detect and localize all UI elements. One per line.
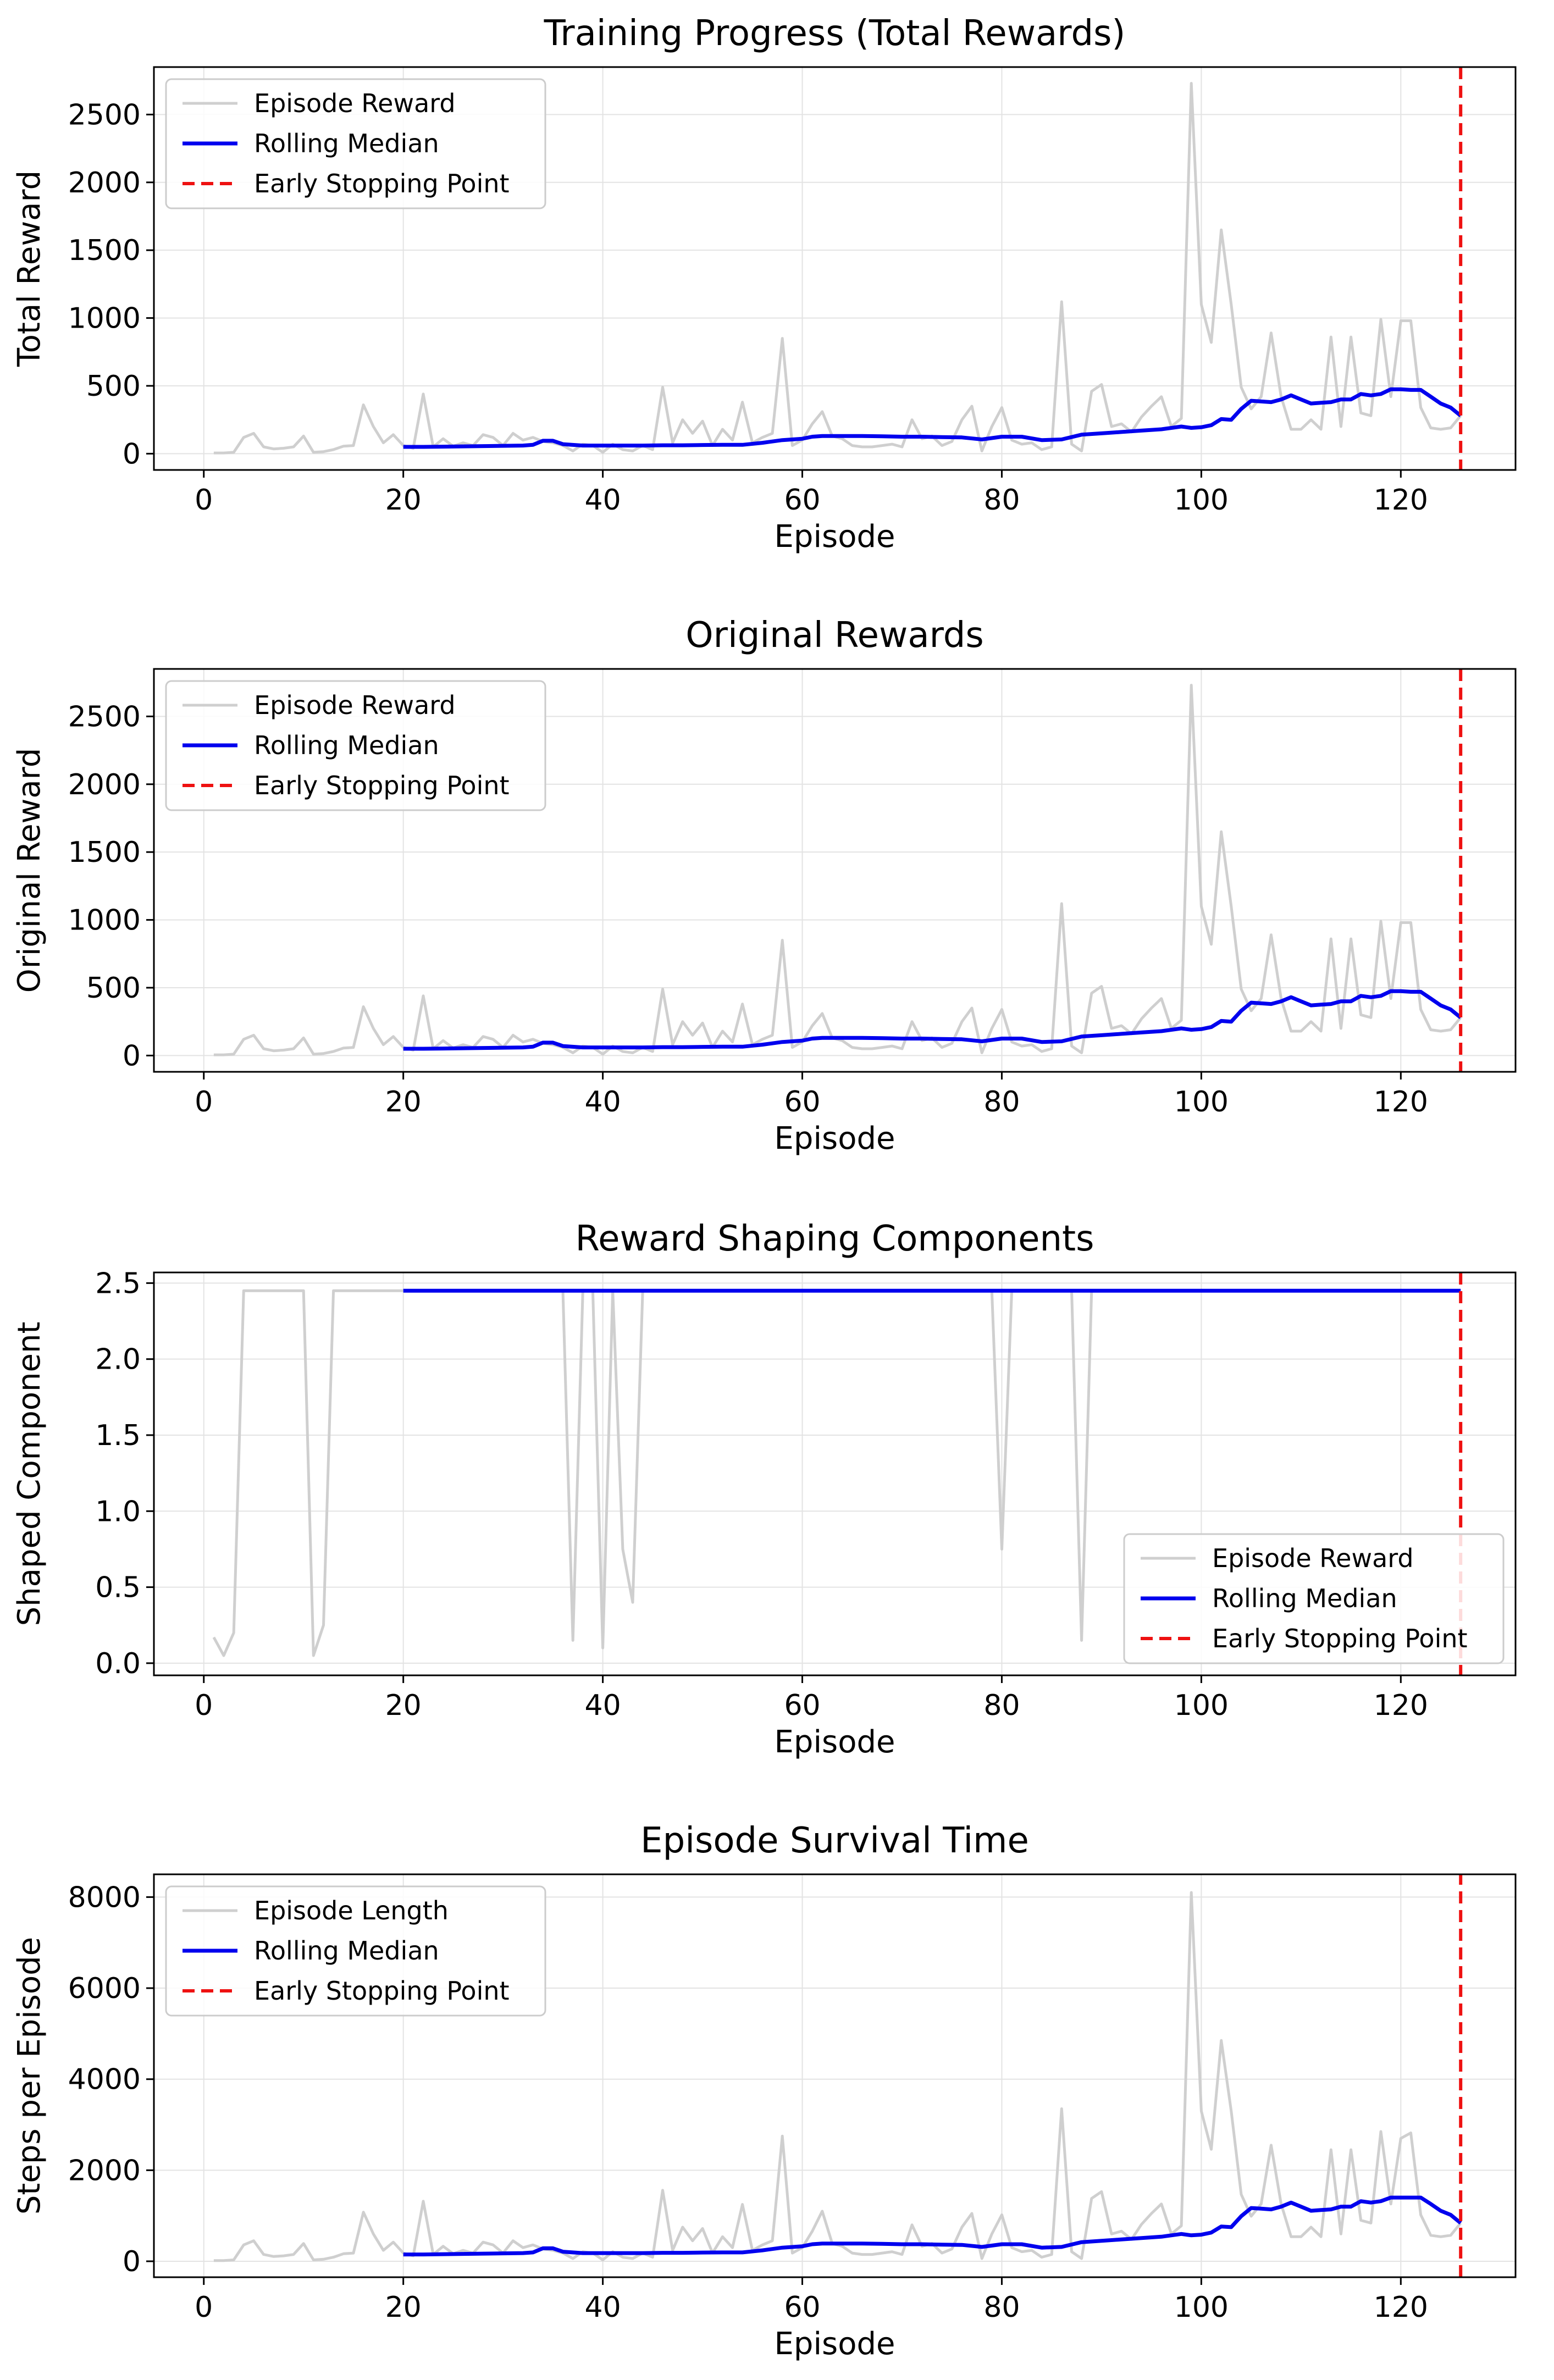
- y-tick-label: 2000: [68, 768, 141, 801]
- x-tick-label: 80: [983, 2291, 1020, 2324]
- legend-label: Early Stopping Point: [254, 771, 510, 800]
- chart-panel-1: 0 20 40 60 80 100 120 0 500 1000 1500 2000 2500 Train…: [12, 13, 1517, 555]
- y-tick-label: 0.0: [95, 1647, 141, 1680]
- y-axis-label: Steps per Episode: [12, 1937, 47, 2215]
- y-tick-label: 1.5: [95, 1419, 141, 1452]
- chart-title: Original Rewards: [685, 615, 983, 656]
- x-tick-label: 120: [1374, 1086, 1428, 1119]
- y-tick-label: 2.5: [95, 1267, 141, 1300]
- series-group: [213, 82, 1462, 455]
- y-tick-label: 500: [86, 972, 141, 1005]
- chart-title: Training Progress (Total Rewards): [544, 13, 1126, 54]
- x-tick-label: 80: [983, 484, 1020, 517]
- x-tick-label: 100: [1174, 2291, 1229, 2324]
- y-tick-label: 0: [123, 2245, 141, 2278]
- legend: Episode Length Rolling Median Early Stoppi…: [165, 1885, 546, 2017]
- chart-panel-4: 0 20 40 60 80 100 120 0 2000 4000 6000 8000 Episode …: [12, 1820, 1517, 2362]
- y-tick-label: 500: [86, 370, 141, 403]
- y-tick-label: 4000: [68, 2063, 141, 2096]
- x-tick-label: 120: [1374, 484, 1428, 517]
- legend-label: Early Stopping Point: [254, 169, 510, 198]
- y-axis-label: Total Reward: [12, 170, 47, 367]
- x-tick-label: 60: [784, 2291, 820, 2324]
- x-tick-label: 20: [385, 1689, 422, 1722]
- legend-label: Episode Reward: [1212, 1543, 1414, 1573]
- y-tick-label: 2000: [68, 167, 141, 200]
- x-tick-label: 120: [1374, 2291, 1428, 2324]
- x-tick-label: 100: [1174, 484, 1229, 517]
- y-axis-label: Shaped Component: [12, 1322, 47, 1626]
- series-group: [212, 1288, 1461, 1657]
- x-tick-label: 40: [585, 484, 621, 517]
- legend-label: Rolling Median: [254, 1936, 439, 1966]
- rolling-median-line: [403, 2195, 1462, 2257]
- legend: Episode Reward Rolling Median Early Stoppi…: [1123, 1533, 1505, 1664]
- x-tick-label: 80: [983, 1086, 1020, 1119]
- legend-label: Early Stopping Point: [1212, 1624, 1468, 1653]
- x-tick-label: 60: [784, 484, 820, 517]
- y-tick-label: 6000: [68, 1972, 141, 2005]
- chart-panel-3: 0 20 40 60 80 100 120 0.0 0.5 1.0 1.5 2.0 2.5 Reward …: [12, 1219, 1517, 1760]
- y-tick-label: 2500: [68, 700, 141, 733]
- legend-label: Episode Reward: [254, 690, 456, 720]
- legend-box: [165, 680, 546, 811]
- legend: Episode Reward Rolling Median Early Stoppi…: [165, 680, 546, 811]
- legend-box: [165, 78, 546, 209]
- axes-frame: [153, 66, 1517, 471]
- x-tick-label: 0: [195, 1689, 213, 1722]
- chart-panel-2: 0 20 40 60 80 100 120 0 500 1000 1500 2000 2500 Origi…: [12, 615, 1517, 1156]
- legend-label: Rolling Median: [1212, 1584, 1397, 1613]
- legend-label: Rolling Median: [254, 730, 439, 760]
- y-tick-label: 2.0: [95, 1343, 141, 1376]
- x-tick-label: 0: [195, 2291, 213, 2324]
- series-group: [213, 684, 1462, 1056]
- axes-frame: [153, 1271, 1517, 1676]
- x-tick-label: 100: [1174, 1689, 1229, 1722]
- y-tick-label: 0: [123, 438, 141, 471]
- y-tick-label: 1000: [68, 302, 141, 335]
- y-tick-label: 0.5: [95, 1571, 141, 1604]
- legend: Episode Reward Rolling Median Early Stoppi…: [165, 78, 546, 209]
- x-tick-label: 40: [585, 1689, 621, 1722]
- x-tick-label: 60: [784, 1689, 820, 1722]
- legend-label: Rolling Median: [254, 129, 439, 158]
- y-tick-label: 1000: [68, 904, 141, 937]
- x-tick-label: 20: [385, 484, 422, 517]
- rolling-median-line: [403, 387, 1462, 449]
- x-axis-label: Episode: [775, 1121, 895, 1156]
- x-tick-label: 40: [585, 2291, 621, 2324]
- y-tick-label: 1.0: [95, 1495, 141, 1528]
- x-axis-label: Episode: [775, 1724, 895, 1760]
- legend-box: [1123, 1533, 1505, 1664]
- legend-label: Early Stopping Point: [254, 1976, 510, 2006]
- x-tick-label: 60: [784, 1086, 820, 1119]
- x-tick-label: 0: [195, 1086, 213, 1119]
- chart-title: Episode Survival Time: [640, 1820, 1029, 1861]
- chart-title: Reward Shaping Components: [576, 1219, 1094, 1259]
- y-axis-label: Original Reward: [12, 748, 47, 993]
- rolling-median-line: [403, 989, 1462, 1051]
- legend-box: [165, 1885, 546, 2017]
- y-tick-label: 1500: [68, 836, 141, 869]
- legend-label: Episode Reward: [254, 88, 456, 118]
- x-tick-label: 20: [385, 2291, 422, 2324]
- axes-frame: [153, 1873, 1517, 2278]
- x-tick-label: 20: [385, 1086, 422, 1119]
- series-group: [213, 1874, 1463, 2277]
- axes-frame: [153, 668, 1517, 1073]
- y-tick-label: 1500: [68, 234, 141, 267]
- x-tick-label: 40: [585, 1086, 621, 1119]
- y-tick-label: 0: [123, 1039, 141, 1072]
- y-tick-label: 2500: [68, 98, 141, 131]
- y-tick-label: 8000: [68, 1881, 141, 1914]
- x-tick-label: 120: [1374, 1689, 1428, 1722]
- x-tick-label: 80: [983, 1689, 1020, 1722]
- x-tick-label: 100: [1174, 1086, 1229, 1119]
- x-tick-label: 0: [195, 484, 213, 517]
- x-axis-label: Episode: [775, 519, 895, 555]
- y-tick-label: 2000: [68, 2154, 141, 2187]
- x-axis-label: Episode: [775, 2326, 895, 2362]
- legend-label: Episode Length: [254, 1896, 449, 1925]
